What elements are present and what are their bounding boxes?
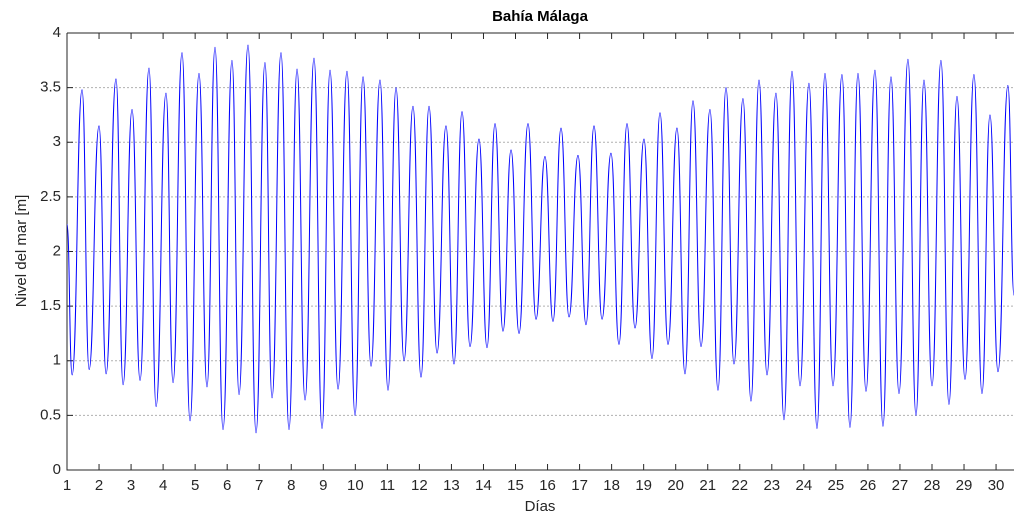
y-tick-label: 1 [53, 352, 61, 369]
x-tick-label: 1 [63, 477, 71, 494]
x-tick-label: 29 [956, 477, 973, 494]
x-tick-label: 3 [127, 477, 135, 494]
y-axis-label: Nivel del mar [m] [13, 195, 30, 308]
x-tick-label: 23 [763, 477, 780, 494]
y-tick-label: 1.5 [40, 297, 61, 314]
axes-box [66, 32, 1014, 471]
x-tick-label: 7 [255, 477, 263, 494]
x-axis-label: Días [525, 498, 556, 515]
y-tick-label: 0.5 [40, 406, 61, 423]
x-tick-label: 30 [988, 477, 1005, 494]
x-tick-label: 24 [795, 477, 812, 494]
y-tick-label: 3 [53, 133, 61, 150]
tide-line [66, 44, 1015, 434]
y-tick-label: 0 [53, 461, 61, 478]
y-tick-label: 4 [53, 24, 61, 41]
x-tick-label: 14 [475, 477, 492, 494]
x-tick-label: 11 [380, 477, 396, 494]
x-tick-label: 4 [159, 477, 167, 494]
x-tick-label: 19 [635, 477, 652, 494]
x-tick-label: 8 [287, 477, 295, 494]
y-tick-label: 2.5 [40, 188, 61, 205]
x-tick-label: 9 [319, 477, 327, 494]
x-tick-label: 10 [347, 477, 364, 494]
x-tick-label: 28 [924, 477, 941, 494]
y-tick-label: 2 [53, 242, 61, 259]
x-tick-label: 18 [603, 477, 620, 494]
x-tick-label: 20 [667, 477, 684, 494]
x-tick-label: 21 [699, 477, 716, 494]
x-tick-label: 15 [507, 477, 524, 494]
x-tick-label: 13 [443, 477, 460, 494]
x-tick-label: 25 [828, 477, 845, 494]
x-tick-label: 16 [539, 477, 556, 494]
x-tick-label: 17 [571, 477, 588, 494]
chart-title: Bahía Málaga [492, 8, 589, 25]
x-tick-label: 5 [191, 477, 199, 494]
x-tick-label: 27 [892, 477, 909, 494]
x-tick-label: 22 [731, 477, 748, 494]
x-tick-label: 12 [411, 477, 428, 494]
x-tick-label: 26 [860, 477, 877, 494]
x-tick-label: 6 [223, 477, 231, 494]
y-tick-label: 3.5 [40, 79, 61, 96]
x-tick-label: 2 [95, 477, 103, 494]
